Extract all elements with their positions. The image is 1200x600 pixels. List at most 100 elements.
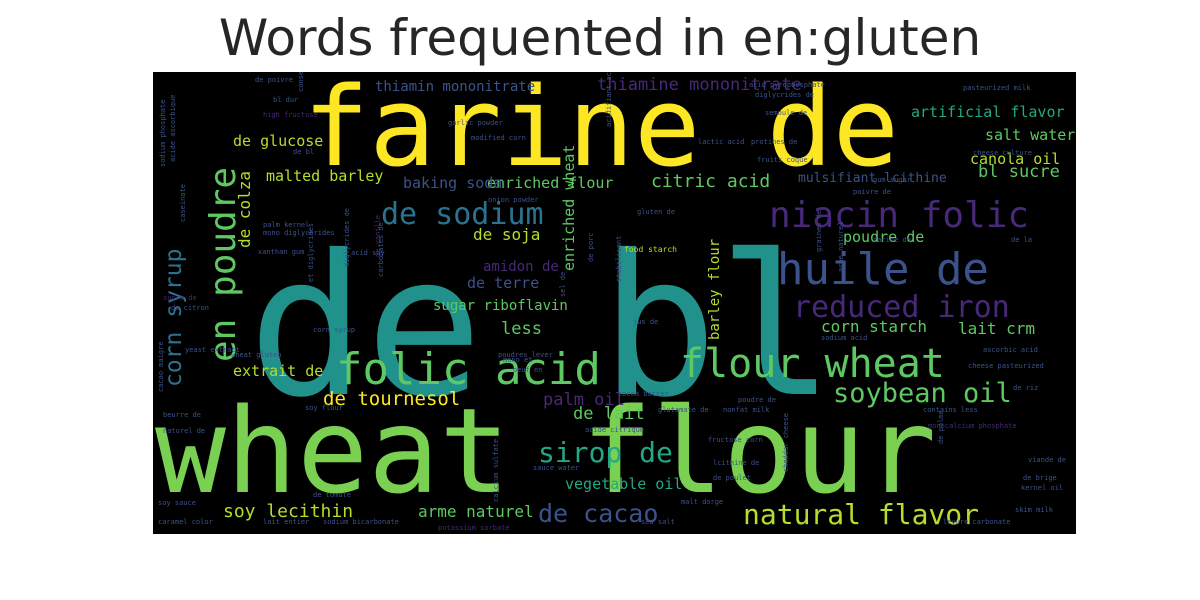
cloud-word: lcithine de (713, 459, 759, 467)
cloud-word: gum sugar (873, 176, 911, 184)
cloud-word: wheat flour (155, 382, 936, 520)
cloud-word: naturel de (163, 427, 205, 435)
cloud-word: en poudre (203, 167, 244, 362)
cloud-word: pasteurized milk (963, 84, 1031, 92)
cloud-word: high fructose (263, 111, 318, 119)
cloud-word: vegetable oil (565, 475, 682, 493)
cloud-word: sodium phosphate (159, 100, 167, 167)
cloud-word: less (501, 319, 542, 339)
cloud-word: soy flour (305, 404, 343, 412)
cloud-word: arme naturel (418, 502, 534, 521)
cloud-word: poivre de (853, 188, 891, 196)
cloud-word: calcium sulfate (492, 439, 500, 502)
cloud-word: sirop de (538, 436, 673, 469)
cloud-word: palm kernel (263, 221, 309, 229)
cloud-word: thiamin mononitrate (375, 79, 535, 95)
cloud-word: sauce water (533, 464, 579, 472)
cloud-word: cacao maigre (157, 341, 165, 392)
cloud-word: farine de (303, 72, 899, 191)
cloud-word: flour wheat (680, 341, 945, 387)
cloud-word: de tournesol (323, 388, 460, 410)
cloud-word: bl sucre (978, 162, 1060, 182)
cloud-word: enriched flour (487, 174, 613, 192)
cloud-word: de citron (171, 304, 209, 312)
cloud-word: de poivre (255, 76, 293, 84)
cloud-word: de bl (293, 148, 314, 156)
cloud-word: modified corn (471, 134, 526, 142)
cloud-word: acid pyrophosphate (749, 81, 825, 89)
cloud-word: poudre de (843, 228, 924, 246)
cloud-word: skim milk (1015, 506, 1054, 514)
cloud-word: huile de (777, 244, 989, 295)
word-cloud: farine de de bl wheat flour en poudre de sod… (153, 72, 1076, 534)
cloud-word: sodium acid (821, 334, 867, 342)
cloud-word: de soja (473, 225, 540, 244)
cloud-word: viande de (1028, 456, 1066, 464)
cloud-word: poudre de (738, 396, 776, 404)
cloud-word: soybean oil (833, 378, 1012, 409)
cloud-word: sodium bicarbonate (323, 518, 399, 526)
cloud-word: sel de (559, 272, 567, 297)
cloud-word: diglycrides de (343, 208, 351, 267)
cloud-word: lait entier (263, 518, 309, 526)
cloud-word: cocoa butter (618, 390, 669, 398)
cloud-word: graines de (815, 210, 823, 252)
cloud-word: bl dur (273, 96, 298, 104)
cloud-word: canola oil (970, 150, 1060, 168)
cloud-word: levure carbonate (943, 518, 1010, 526)
cloud-word: conservateur (297, 72, 305, 92)
cloud-word: de glucose (233, 132, 323, 150)
cloud-word: onion powder (488, 196, 539, 204)
cloud-word: xanthan gum (258, 248, 304, 256)
cloud-word: ascorbic acid (983, 346, 1038, 354)
cloud-word: de porc (587, 232, 595, 262)
cloud-word: caramel color (158, 518, 213, 526)
cloud-word: jus de (633, 318, 658, 326)
cloud-word: corn syrup (161, 249, 187, 387)
cloud-word: de brige (1023, 474, 1057, 482)
cloud-word: fructose corn (708, 436, 763, 444)
cloud-word: fruits coque (757, 156, 808, 164)
cloud-word: mulsifiant lcithine (798, 171, 947, 186)
cloud-word: acide citrique (585, 426, 644, 434)
cloud-word: kernel oil (1021, 484, 1063, 492)
cloud-word: amidon de (483, 259, 559, 275)
cloud-word: de colza (235, 171, 254, 248)
cloud-word: cheese pasteurized (968, 362, 1044, 370)
cloud-word: malted barley (266, 167, 383, 185)
cloud-word: food starch (624, 245, 677, 254)
cloud-word: de cacao (538, 499, 658, 528)
cloud-word: extrait de (233, 362, 323, 380)
cloud-word: de terre (467, 274, 539, 292)
cloud-word: soy sauce (158, 499, 196, 507)
cloud-word: sugar riboflavin (433, 298, 568, 314)
cloud-word: enriched wheat (560, 145, 578, 271)
cloud-word: corn starch (821, 317, 927, 336)
cloud-word: mono diglycerides (263, 229, 335, 237)
cloud-word: de vanille (374, 215, 382, 257)
cloud-word: protines de (751, 138, 797, 146)
cloud-word: reduced iron (793, 290, 1010, 325)
cloud-word: de sodium (381, 197, 544, 232)
cloud-word: beurre de (163, 411, 201, 419)
cloud-word: mono et (503, 356, 533, 364)
cloud-word: garlic powder (448, 119, 503, 127)
cloud-word: thiamine mononitrate (597, 75, 802, 95)
cloud-word: poudres lever (498, 351, 553, 359)
cloud-word: oeuf en (513, 366, 543, 374)
cloud-word: barley flour (707, 239, 723, 340)
cloud-word: wheat gluten (231, 351, 282, 359)
cloud-word: yeast extract (185, 346, 240, 354)
cloud-word: cheddar cheese (782, 413, 790, 472)
cloud-word: artificial flavor (911, 103, 1065, 121)
cloud-word: de tomate (313, 491, 351, 499)
cloud-word: de bl (248, 213, 835, 440)
cloud-word: de la (1011, 236, 1032, 244)
cloud-word: lactic acid (698, 138, 744, 146)
cloud-word: salt water (985, 126, 1075, 144)
cloud-word: natural flavor (743, 498, 979, 531)
cloud-word: corn syrup (313, 326, 355, 334)
cloud-word: arme naturel (837, 221, 845, 272)
cloud-word: potassium sorbate (438, 524, 510, 532)
